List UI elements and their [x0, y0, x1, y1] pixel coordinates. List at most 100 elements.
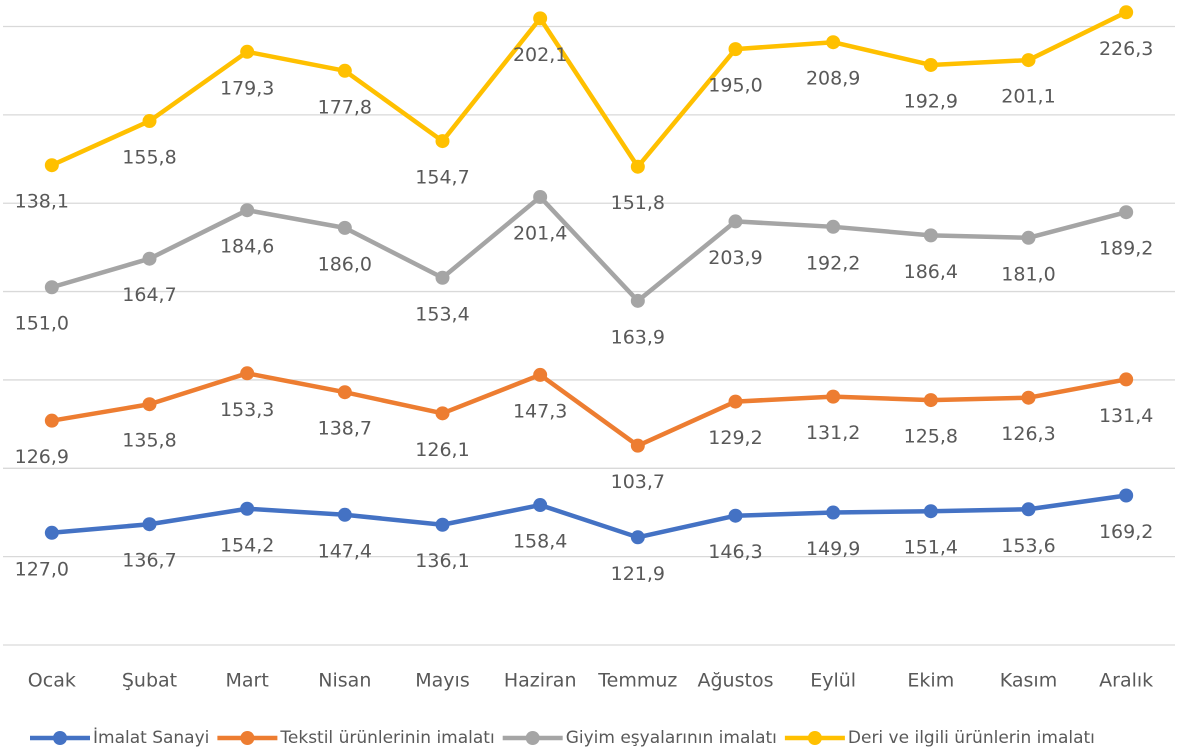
- series-line: [51, 194, 1127, 304]
- point: [728, 42, 743, 57]
- point: [826, 219, 841, 234]
- data-label: 146,3: [708, 541, 762, 563]
- point: [630, 438, 645, 453]
- point: [826, 389, 841, 404]
- data-label: 164,7: [122, 284, 176, 306]
- data-label: 151,4: [904, 537, 958, 559]
- x-tick-label: Ekim: [907, 670, 954, 692]
- data-label: 136,1: [415, 550, 469, 572]
- data-label: 126,1: [415, 439, 469, 461]
- x-tick-label: Kasım: [1000, 670, 1057, 692]
- data-label: 153,4: [415, 303, 469, 325]
- series-line: [51, 493, 1127, 540]
- x-tick-label: Ağustos: [698, 670, 774, 692]
- point: [435, 134, 450, 149]
- x-tick-label: Haziran: [504, 670, 577, 692]
- point: [923, 57, 938, 72]
- data-label: 136,7: [122, 550, 176, 572]
- point: [44, 158, 59, 173]
- data-label: 201,1: [1001, 86, 1055, 108]
- data-label: 138,7: [318, 418, 372, 440]
- data-label: 154,7: [415, 167, 469, 189]
- legend-marker: [53, 731, 67, 745]
- series-line: [50, 10, 1128, 169]
- x-tick-label: Nisan: [318, 670, 371, 692]
- point: [728, 214, 743, 229]
- point: [630, 159, 645, 174]
- point: [240, 366, 255, 381]
- point: [630, 530, 645, 545]
- point: [240, 203, 255, 218]
- point: [1119, 5, 1134, 20]
- x-tick-label: Eylül: [810, 670, 856, 692]
- point: [923, 228, 938, 243]
- data-label: 147,4: [318, 540, 372, 562]
- point: [533, 11, 548, 26]
- point: [435, 270, 450, 285]
- data-label: 177,8: [318, 96, 372, 118]
- data-label: 121,9: [611, 563, 665, 585]
- data-label: 153,3: [220, 399, 274, 421]
- data-label: 203,9: [708, 247, 762, 269]
- point: [240, 44, 255, 59]
- point: [1119, 488, 1134, 503]
- legend-label: Giyim eşyalarının imalatı: [566, 728, 777, 748]
- point: [533, 498, 548, 513]
- data-label: 127,0: [15, 558, 69, 580]
- legend-marker: [525, 731, 540, 745]
- point: [142, 397, 157, 412]
- x-tick-label: Şubat: [122, 670, 177, 692]
- data-label: 184,6: [220, 236, 274, 258]
- data-label: 155,8: [122, 147, 176, 169]
- point: [44, 280, 59, 295]
- data-label: 163,9: [611, 326, 665, 348]
- data-label: 202,1: [513, 44, 567, 66]
- point: [923, 393, 938, 408]
- data-label: 226,3: [1099, 38, 1153, 60]
- point: [44, 525, 59, 540]
- x-tick-label: Mart: [226, 670, 269, 692]
- data-label: 125,8: [904, 426, 958, 448]
- point: [44, 413, 59, 428]
- x-tick-label: Temmuz: [597, 670, 677, 692]
- data-label: 103,7: [611, 471, 665, 493]
- legend-marker: [240, 731, 255, 745]
- data-label: 149,9: [806, 538, 860, 560]
- point: [337, 220, 352, 235]
- data-label: 158,4: [513, 531, 567, 553]
- point: [1021, 502, 1036, 517]
- x-tick-label: Mayıs: [415, 670, 469, 692]
- point: [142, 517, 157, 532]
- point: [728, 508, 743, 523]
- point: [142, 114, 157, 129]
- data-label: 126,9: [15, 446, 69, 468]
- point: [337, 507, 352, 522]
- data-label: 151,0: [15, 313, 69, 335]
- x-tick-label: Ocak: [28, 670, 76, 692]
- x-tick-label: Aralık: [1099, 670, 1153, 692]
- data-label: 126,3: [1001, 423, 1055, 445]
- point: [1021, 230, 1036, 245]
- data-label: 131,4: [1099, 405, 1153, 427]
- point: [337, 385, 352, 400]
- legend-label: Deri ve ilgili ürünlerin imalatı: [848, 728, 1095, 748]
- point: [630, 293, 645, 308]
- point: [826, 505, 841, 520]
- data-label: 181,0: [1001, 263, 1055, 285]
- data-label: 131,2: [806, 422, 860, 444]
- point: [1119, 205, 1134, 220]
- data-label: 153,6: [1001, 535, 1055, 557]
- legend-label: Tekstil ürünlerinin imalatı: [279, 728, 494, 748]
- data-label: 186,4: [904, 261, 958, 283]
- data-label: 154,2: [220, 534, 274, 556]
- data-label: 186,0: [318, 253, 372, 275]
- legend-label: İmalat Sanayi: [93, 727, 209, 748]
- point: [1119, 372, 1134, 387]
- point: [826, 35, 841, 50]
- point: [1021, 53, 1036, 68]
- point: [240, 501, 255, 516]
- point: [1021, 390, 1036, 405]
- point: [728, 394, 743, 409]
- data-label: 192,2: [806, 252, 860, 274]
